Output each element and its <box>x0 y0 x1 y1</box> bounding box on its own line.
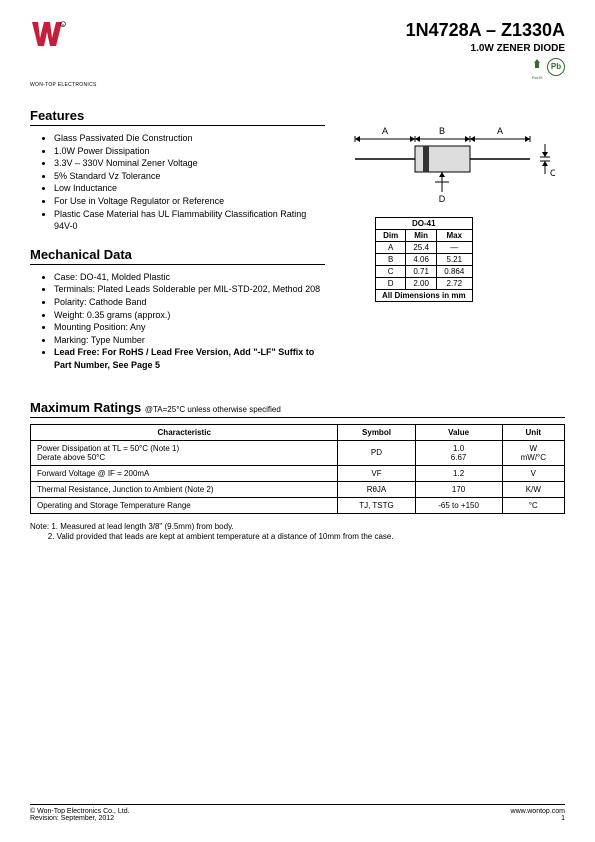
ratings-table: Characteristic Symbol Value Unit Power D… <box>30 424 565 514</box>
list-item: 1.0W Power Dissipation <box>54 145 325 158</box>
table-row: Operating and Storage Temperature Range … <box>31 497 565 513</box>
subtitle: 1.0W ZENER DIODE <box>406 43 565 54</box>
features-list: Glass Passivated Die Construction 1.0W P… <box>30 132 325 233</box>
logo-company-text: WON-TOP ELECTRONICS <box>30 82 565 88</box>
dim-header: Max <box>437 230 473 242</box>
svg-text:B: B <box>439 126 445 136</box>
svg-text:D: D <box>439 194 446 204</box>
mechanical-title: Mechanical Data <box>30 247 325 265</box>
list-item: 5% Standard Vz Tolerance <box>54 170 325 183</box>
header: R 1N4728A – Z1330A 1.0W ZENER DIODE RoHS… <box>30 20 565 82</box>
svg-text:R: R <box>62 23 65 27</box>
list-item: Terminals: Plated Leads Solderable per M… <box>54 283 325 296</box>
ratings-title: Maximum Ratings @TA=25°C unless otherwis… <box>30 400 565 418</box>
list-item: Glass Passivated Die Construction <box>54 132 325 145</box>
list-item: Polarity: Cathode Band <box>54 296 325 309</box>
footer: © Won-Top Electronics Co., Ltd. Revision… <box>30 804 565 822</box>
dim-header: Dim <box>376 230 406 242</box>
mechanical-list: Case: DO-41, Molded Plastic Terminals: P… <box>30 271 325 372</box>
header-right: 1N4728A – Z1330A 1.0W ZENER DIODE RoHS P… <box>406 20 565 82</box>
table-row: Power Dissipation at TL = 50°C (Note 1) … <box>31 440 565 465</box>
package-diagram: A B A C D <box>345 114 565 207</box>
badges: RoHS Pb <box>406 58 565 82</box>
logo: R <box>30 20 72 50</box>
dim-header: Min <box>406 230 437 242</box>
list-item: Low Inductance <box>54 182 325 195</box>
footer-left: © Won-Top Electronics Co., Ltd. Revision… <box>30 808 130 822</box>
pb-icon: Pb <box>547 58 565 76</box>
features-title: Features <box>30 108 325 126</box>
rohs-icon: RoHS <box>530 58 544 74</box>
ratings-condition: @TA=25°C unless otherwise specified <box>145 405 281 414</box>
list-item: Weight: 0.35 grams (approx.) <box>54 309 325 322</box>
dim-table-title: DO-41 <box>376 218 473 230</box>
list-item: Plastic Case Material has UL Flammabilit… <box>54 208 325 233</box>
lead-free-note: Lead Free: For RoHS / Lead Free Version,… <box>54 347 314 370</box>
list-item: Mounting Position: Any <box>54 321 325 334</box>
logo-mark: R <box>30 20 68 50</box>
svg-text:A: A <box>497 126 503 136</box>
part-number: 1N4728A – Z1330A <box>406 20 565 41</box>
svg-text:C: C <box>550 168 555 178</box>
footer-right: www.wontop.com 1 <box>511 808 565 822</box>
dim-footer: All Dimensions in mm <box>376 290 473 302</box>
list-item: Case: DO-41, Molded Plastic <box>54 271 325 284</box>
list-item: Lead Free: For RoHS / Lead Free Version,… <box>54 346 325 371</box>
dimension-table: DO-41 Dim Min Max A25.4— B4.065.21 C0.71… <box>375 217 473 302</box>
list-item: 3.3V – 330V Nominal Zener Voltage <box>54 157 325 170</box>
list-item: Marking: Type Number <box>54 334 325 347</box>
notes: Note: 1. Measured at lead length 3/8" (9… <box>30 522 565 543</box>
svg-text:A: A <box>382 126 388 136</box>
table-row: Forward Voltage @ IF = 200mA VF 1.2 V <box>31 465 565 481</box>
table-row: Thermal Resistance, Junction to Ambient … <box>31 481 565 497</box>
list-item: For Use in Voltage Regulator or Referenc… <box>54 195 325 208</box>
